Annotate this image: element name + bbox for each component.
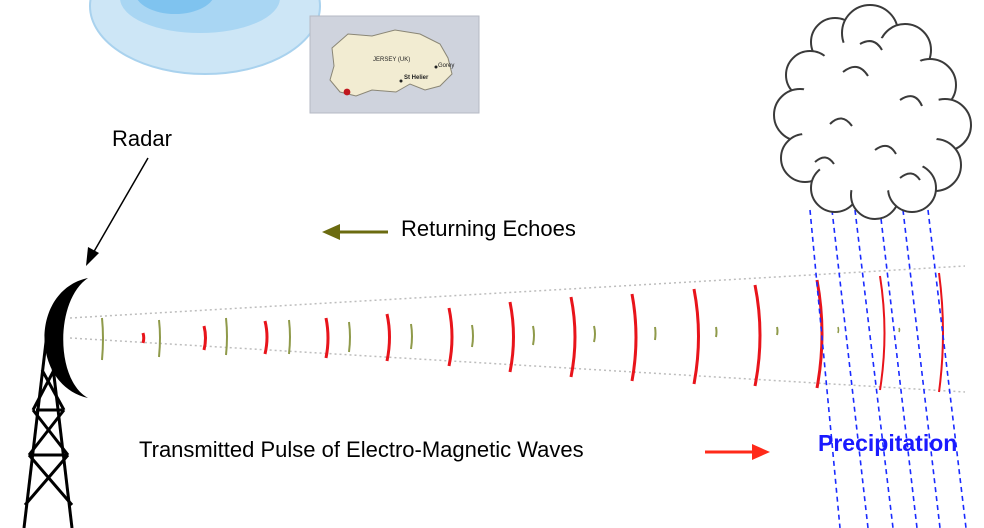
pulse-arrow	[705, 444, 770, 460]
map-town-capital: St Helier	[404, 75, 429, 81]
echo-wave	[101, 317, 104, 361]
echo-wave	[225, 317, 228, 356]
transmitted-pulse-waves	[141, 272, 944, 393]
echo-wave	[593, 325, 596, 343]
radar-dish-icon	[44, 278, 88, 398]
pulse-wave	[202, 325, 207, 351]
transmitted-pulse-label: Transmitted Pulse of Electro-Magnetic Wa…	[139, 437, 584, 462]
echo-wave	[898, 327, 901, 333]
echo-wave	[471, 324, 474, 348]
radar-pointer-arrow	[86, 157, 149, 266]
blue-blob-icon	[89, 0, 321, 75]
radar-label: Radar	[112, 126, 172, 151]
pulse-wave	[324, 317, 330, 359]
echo-wave	[348, 321, 351, 353]
map-town-east: Gorey	[438, 63, 455, 69]
pulse-wave	[815, 279, 824, 389]
echo-wave	[776, 326, 779, 336]
pulse-wave	[569, 296, 577, 378]
map-title: JERSEY (UK)	[373, 57, 411, 63]
precipitation-label: Precipitation	[818, 430, 958, 456]
echo-wave	[532, 325, 535, 346]
echo-wave	[410, 323, 413, 350]
pulse-wave	[508, 301, 515, 373]
map-icon	[309, 15, 480, 114]
pulse-wave	[447, 307, 454, 367]
cloud-icon	[773, 4, 972, 220]
pulse-wave	[630, 293, 638, 382]
pulse-wave	[385, 313, 391, 362]
echo-wave	[654, 326, 657, 341]
pulse-wave	[879, 275, 886, 391]
pulse-wave	[753, 284, 762, 387]
returning-echoes-label: Returning Echoes	[401, 216, 576, 241]
pulse-wave	[938, 272, 944, 393]
pulse-wave	[692, 288, 700, 385]
echo-wave	[837, 326, 840, 334]
rain-streaks	[809, 209, 967, 528]
pulse-wave	[263, 320, 269, 355]
pulse-wave	[141, 332, 146, 344]
echo-wave	[715, 326, 718, 338]
echo-arrow	[322, 224, 388, 240]
returning-echo-waves	[101, 317, 901, 361]
echo-wave	[288, 319, 291, 355]
echo-wave	[158, 319, 161, 358]
